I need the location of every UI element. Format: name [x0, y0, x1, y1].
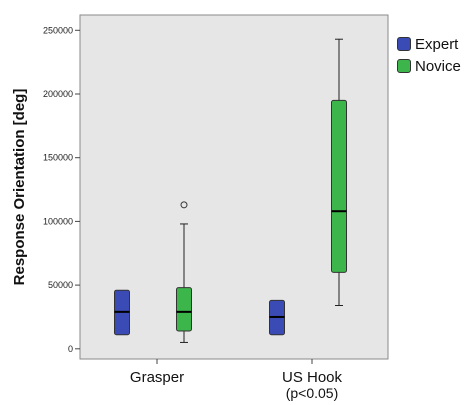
- y-tick-label: 0: [68, 344, 73, 354]
- y-tick-label: 50000: [48, 280, 73, 290]
- box-novice-grasper: [176, 287, 192, 332]
- legend-swatch-expert: [397, 37, 411, 51]
- legend: Expert Novice: [397, 33, 461, 77]
- y-axis-label: Response Orientation [deg]: [11, 89, 28, 286]
- legend-label-expert: Expert: [415, 35, 459, 53]
- y-tick-label: 200000: [43, 89, 73, 99]
- box-novice-ushook: [331, 99, 347, 273]
- x-tick-label: US Hook: [282, 369, 343, 386]
- legend-item-novice: Novice: [397, 55, 461, 77]
- outlier-novice-grasper: [180, 201, 188, 209]
- legend-label-novice: Novice: [415, 57, 461, 75]
- y-tick-label: 100000: [43, 216, 73, 226]
- legend-swatch-novice: [397, 59, 411, 73]
- x-tick-label: Grasper: [130, 369, 184, 386]
- x-tick-sublabel: (p<0.05): [286, 385, 339, 401]
- y-tick-label: 250000: [43, 25, 73, 35]
- y-tick-label: 150000: [43, 153, 73, 163]
- legend-item-expert: Expert: [397, 33, 461, 55]
